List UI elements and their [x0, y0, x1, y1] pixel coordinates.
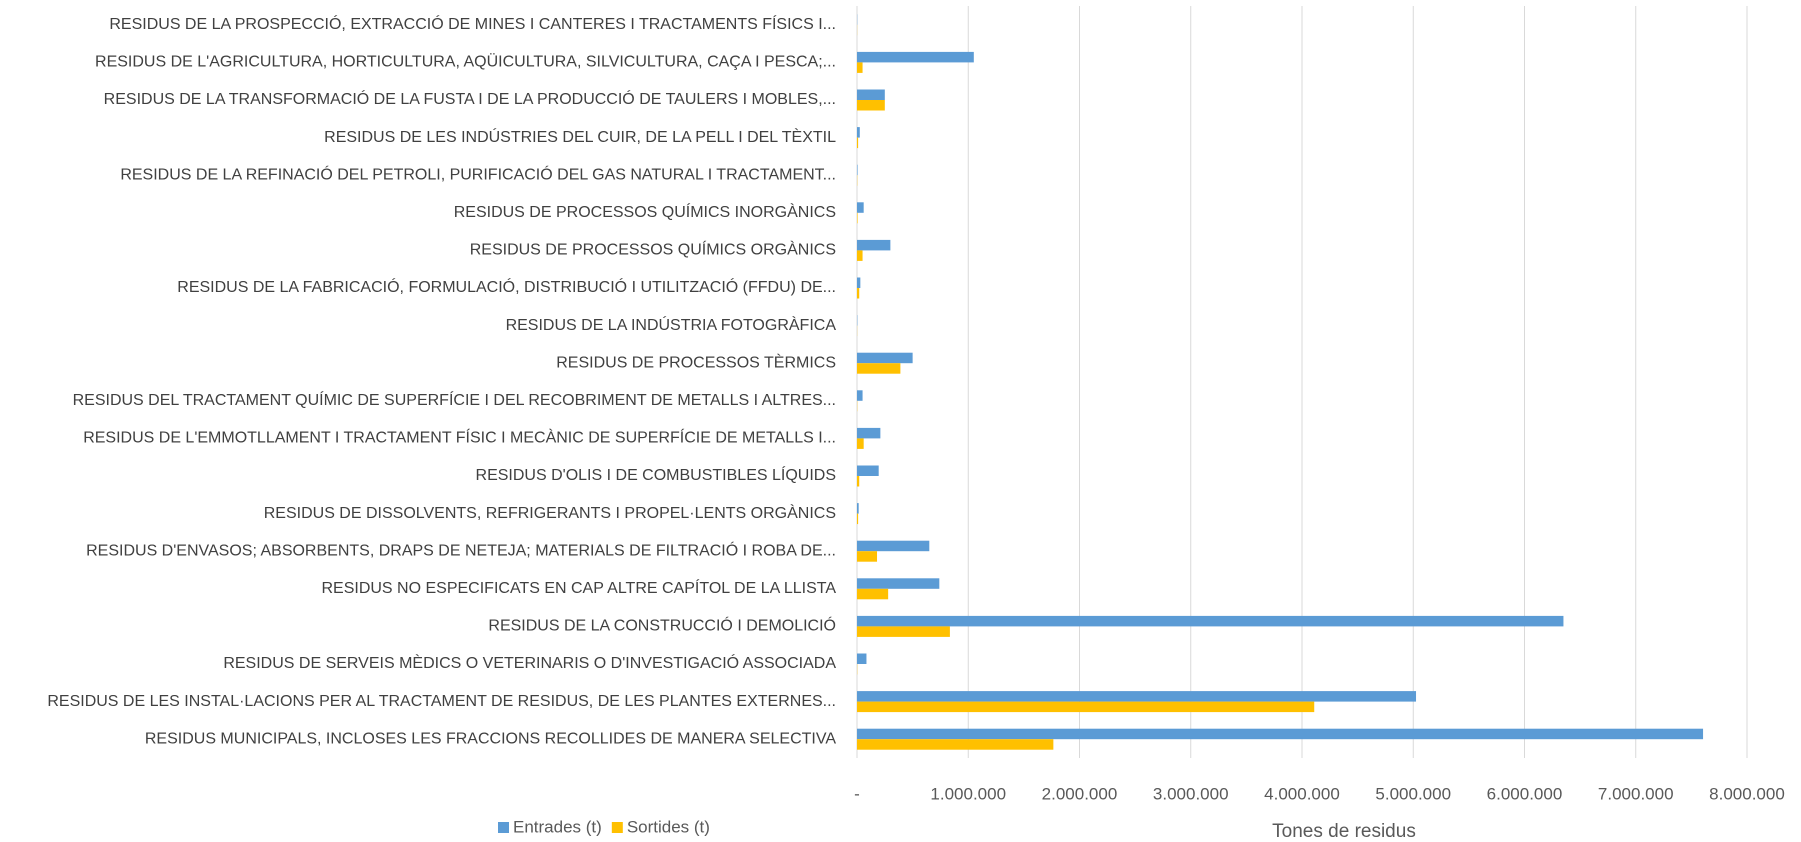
- y-tick-label: RESIDUS DE PROCESSOS TÈRMICS: [556, 352, 836, 371]
- bar: [857, 250, 863, 261]
- y-tick-label: RESIDUS DE PROCESSOS QUÍMICS INORGÀNICS: [454, 202, 836, 221]
- y-tick-label: RESIDUS DE LA FABRICACIÓ, FORMULACIÓ, DI…: [177, 277, 836, 296]
- y-tick-label: RESIDUS DE DISSOLVENTS, REFRIGERANTS I P…: [264, 503, 836, 522]
- bar: [857, 89, 885, 100]
- y-tick-label: RESIDUS DE LA TRANSFORMACIÓ DE LA FUSTA …: [104, 89, 836, 108]
- bar: [857, 588, 889, 600]
- bar: [857, 363, 901, 374]
- y-tick-label: RESIDUS DE PROCESSOS QUÍMICS ORGÀNICS: [470, 240, 836, 259]
- bar: [857, 551, 878, 562]
- bar: [857, 137, 859, 149]
- bar: [857, 288, 860, 299]
- bar: [857, 127, 860, 138]
- bar: [857, 239, 891, 251]
- x-tick-label: 4.000.000: [1264, 784, 1340, 803]
- bar: [857, 653, 867, 664]
- bar: [857, 352, 913, 364]
- y-tick-label: RESIDUS DE LES INSTAL·LACIONS PER AL TRA…: [47, 693, 836, 710]
- x-tick-label: -: [854, 784, 860, 803]
- bar: [857, 476, 860, 487]
- legend-swatch: [611, 822, 623, 833]
- bar: [857, 540, 930, 552]
- x-axis-label: Tones de residus: [1272, 821, 1416, 842]
- bar: [857, 438, 864, 449]
- bar: [857, 277, 861, 288]
- y-tick-label: RESIDUS DE LA REFINACIÓ DEL PETROLI, PUR…: [120, 164, 836, 183]
- bar: [857, 691, 1417, 702]
- x-tick-label: 6.000.000: [1487, 784, 1563, 803]
- y-tick-label: RESIDUS NO ESPECIFICATS EN CAP ALTRE CAP…: [321, 578, 836, 597]
- bar: [857, 427, 881, 439]
- x-tick-label: 1.000.000: [930, 784, 1006, 803]
- bar: [857, 701, 1315, 713]
- bar: [857, 626, 950, 637]
- x-tick-label: 8.000.000: [1709, 784, 1785, 803]
- bar: [857, 728, 1704, 740]
- bar: [857, 100, 885, 111]
- bar: [857, 51, 974, 63]
- y-tick-label: RESIDUS MUNICIPALS, INCLOSES LES FRACCIO…: [145, 730, 836, 747]
- y-tick-label: RESIDUS DEL TRACTAMENT QUÍMIC DE SUPERFÍ…: [73, 390, 836, 409]
- y-tick-label: RESIDUS DE LA PROSPECCIÓ, EXTRACCIÓ DE M…: [109, 14, 836, 33]
- x-tick-label: 7.000.000: [1598, 784, 1674, 803]
- bar: [857, 615, 1564, 627]
- y-tick-label: RESIDUS DE SERVEIS MÈDICS O VETERINARIS …: [223, 653, 836, 672]
- bar: [857, 465, 879, 476]
- bar: [857, 202, 864, 213]
- legend-swatch: [498, 822, 509, 833]
- y-tick-label: RESIDUS DE LA INDÚSTRIA FOTOGRÀFICA: [506, 315, 837, 334]
- bar: [857, 212, 858, 224]
- legend-label: Sortides (t): [627, 817, 710, 836]
- legend-label: Entrades (t): [513, 817, 602, 836]
- bar: [857, 164, 858, 176]
- bar: [857, 513, 859, 525]
- y-tick-label: RESIDUS DE LA CONSTRUCCIÓ I DEMOLICIÓ: [488, 616, 836, 635]
- y-tick-label: RESIDUS DE L'EMMOTLLAMENT I TRACTAMENT F…: [83, 428, 836, 447]
- y-tick-label: RESIDUS DE L'AGRICULTURA, HORTICULTURA, …: [95, 53, 836, 71]
- bar: [857, 390, 863, 401]
- bar: [857, 503, 859, 514]
- y-tick-label: RESIDUS D'ENVASOS; ABSORBENTS, DRAPS DE …: [86, 540, 836, 559]
- bar: [857, 62, 863, 73]
- x-tick-label: 3.000.000: [1153, 784, 1229, 803]
- x-tick-label: 2.000.000: [1042, 784, 1118, 803]
- x-tick-label: 5.000.000: [1375, 784, 1451, 803]
- y-tick-label: RESIDUS D'OLIS I DE COMBUSTIBLES LÍQUIDS: [476, 465, 836, 484]
- bar: [857, 739, 1054, 750]
- y-tick-label: RESIDUS DE LES INDÚSTRIES DEL CUIR, DE L…: [324, 127, 836, 146]
- bar: [857, 578, 940, 589]
